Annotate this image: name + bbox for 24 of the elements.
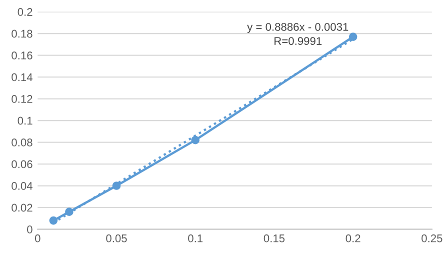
x-tick-label: 0.15 [264,234,285,242]
x-tick-label: 0.2 [346,234,360,242]
y-tick-label: 0.12 [12,95,32,103]
point [49,216,58,225]
point [65,208,74,216]
y-tick-label: 0 [27,226,32,234]
y-tick-label: 0.1 [18,116,32,125]
x-tick-label: 0.1 [188,234,203,242]
y-tick-label: 0.08 [12,138,32,146]
point [112,182,121,190]
x-tick-label: 0 [35,234,40,242]
point [348,32,358,41]
y-tick-label: 0.16 [12,52,32,60]
y-tick-label: 0.02 [12,204,32,212]
y-tick-label: 0.14 [12,73,32,82]
y-tick-label: 0.2 [18,8,32,16]
point [191,136,200,144]
annotation: y = 0.8886x - 0.0031 [247,22,348,34]
x-tick-label: 0.25 [422,234,442,242]
x-tick-label: 0.05 [106,234,127,242]
y-tick-label: 0.06 [12,160,32,168]
y-tick-label: 0.04 [12,182,32,190]
annotation: R=0.9991 [274,37,322,45]
y-tick-label: 0.18 [12,30,32,38]
